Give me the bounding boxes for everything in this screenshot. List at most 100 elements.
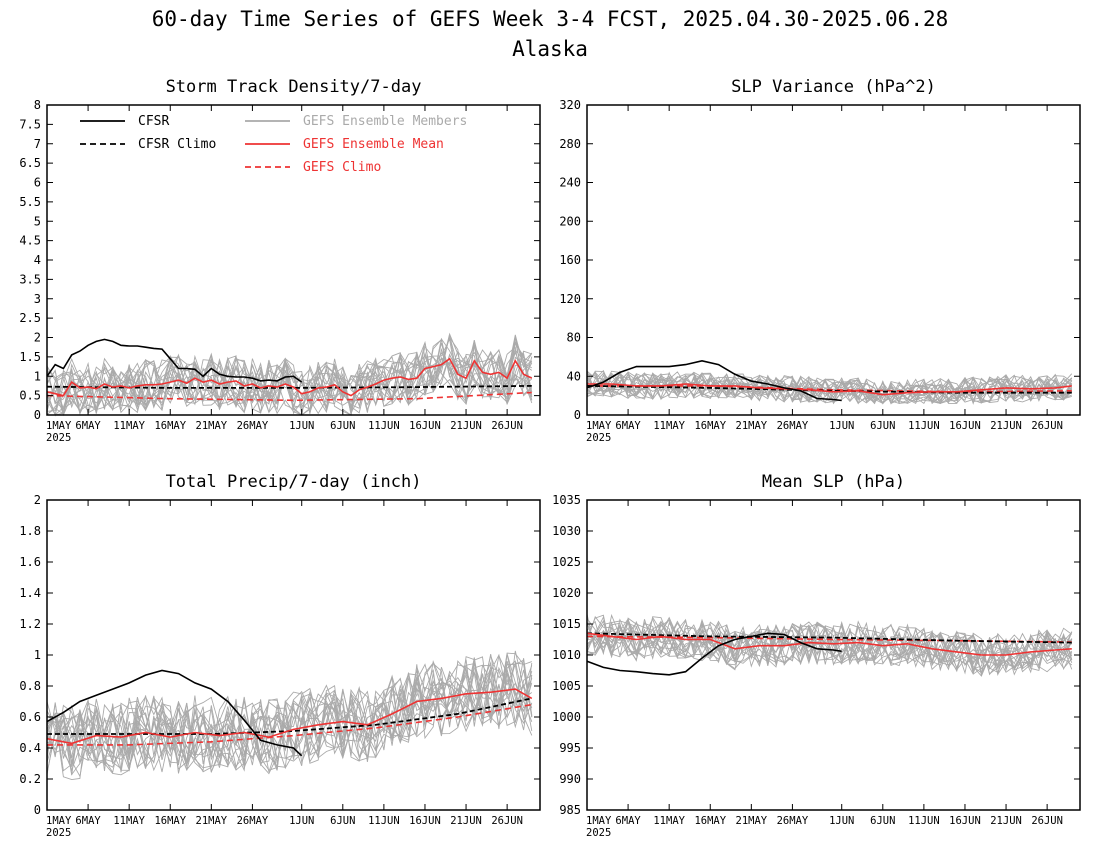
y-tick-label: 1.8 bbox=[19, 524, 41, 538]
x-tick-label: 6JUN bbox=[870, 420, 895, 432]
ensemble-member-line bbox=[586, 617, 1073, 676]
y-tick-label: 4.5 bbox=[19, 234, 41, 248]
y-tick-label: 1020 bbox=[552, 586, 581, 600]
y-tick-label: 240 bbox=[559, 176, 581, 190]
x-tick-label: 21MAY bbox=[736, 815, 768, 827]
panel-title: SLP Variance (hPa^2) bbox=[731, 77, 936, 97]
x-tick-label: 6JUN bbox=[870, 815, 895, 827]
gefs-ensemble-mean-line bbox=[46, 357, 533, 397]
ensemble-member-line bbox=[586, 372, 1073, 405]
x-tick-label: 11MAY bbox=[653, 815, 685, 827]
y-tick-label: 8 bbox=[34, 98, 41, 112]
panel-title: Storm Track Density/7-day bbox=[166, 77, 422, 97]
cfsr-climo-line bbox=[47, 697, 532, 735]
y-tick-label: 5.5 bbox=[19, 195, 41, 209]
gefs-ensemble-mean-line bbox=[46, 688, 533, 745]
ensemble-member-line bbox=[586, 372, 1073, 405]
y-tick-label: 995 bbox=[559, 741, 581, 755]
panel-title: Mean SLP (hPa) bbox=[762, 472, 905, 492]
y-tick-label: 1.5 bbox=[19, 350, 41, 364]
y-tick-label: 40 bbox=[567, 369, 581, 383]
y-tick-label: 80 bbox=[567, 331, 581, 345]
x-tick-label: 26MAY bbox=[777, 420, 809, 432]
cfsr-line bbox=[46, 669, 303, 757]
x-tick-label: 1JUN bbox=[289, 815, 314, 827]
ensemble-member-line bbox=[46, 660, 533, 770]
ensemble-member-line bbox=[46, 657, 533, 775]
x-tick-label: 21MAY bbox=[736, 420, 768, 432]
panel-4: Mean SLP (hPa) 985 990 995 1000 1005 1010 1015 1… bbox=[552, 472, 1081, 839]
ensemble-member-line bbox=[586, 616, 1073, 672]
y-tick-label: 2.5 bbox=[19, 311, 41, 325]
x-tick-label: 6MAY bbox=[615, 815, 641, 827]
x-tick-label: 11MAY bbox=[113, 420, 145, 432]
ensemble-member-line bbox=[586, 371, 1073, 405]
y-tick-label: 1025 bbox=[552, 555, 581, 569]
panels: Storm Track Density/7-day 0 0.5 1 1.5 2 2.5 3 3.… bbox=[19, 77, 1081, 839]
figure-subtitle: Alaska bbox=[512, 37, 588, 61]
x-tick-label: 26JUN bbox=[491, 815, 523, 827]
cfsr-line bbox=[586, 359, 842, 402]
ensemble-member-line bbox=[46, 659, 533, 769]
x-tick-label: 11MAY bbox=[113, 815, 145, 827]
ensemble-member-line bbox=[46, 654, 533, 773]
plot-frame bbox=[586, 104, 1081, 416]
x-year-label: 2025 bbox=[46, 827, 71, 839]
y-tick-label: 2 bbox=[34, 331, 41, 345]
y-tick-label: 1 bbox=[34, 369, 41, 383]
x-tick-label: 16MAY bbox=[154, 815, 186, 827]
gefs-ensemble-mean-line bbox=[587, 383, 1072, 396]
y-tick-label: 320 bbox=[559, 98, 581, 112]
x-tick-label: 6JUN bbox=[330, 420, 355, 432]
ensemble-member-line bbox=[586, 373, 1073, 404]
panel-title: Total Precip/7-day (inch) bbox=[166, 472, 422, 492]
cfsr-climo-line bbox=[586, 385, 1072, 394]
x-tick-label: 6JUN bbox=[330, 815, 355, 827]
x-tick-label: 26MAY bbox=[237, 815, 269, 827]
x-year-label: 2025 bbox=[586, 432, 611, 444]
x-tick-label: 16MAY bbox=[694, 420, 726, 432]
cfsr-line bbox=[586, 632, 842, 676]
ensemble-member-line bbox=[586, 622, 1073, 673]
x-tick-label: 21MAY bbox=[196, 815, 228, 827]
x-tick-label: 21JUN bbox=[990, 815, 1022, 827]
x-tick-label: 11JUN bbox=[908, 815, 940, 827]
y-tick-label: 1015 bbox=[552, 617, 581, 631]
x-tick-label: 6MAY bbox=[615, 420, 641, 432]
y-tick-label: 4 bbox=[34, 253, 41, 267]
ensemble-member-line bbox=[46, 338, 533, 415]
x-year-label: 2025 bbox=[586, 827, 611, 839]
y-tick-label: 6.5 bbox=[19, 156, 41, 170]
y-tick-label: 1 bbox=[34, 648, 41, 662]
ensemble-member-line bbox=[586, 620, 1073, 675]
x-tick-label: 21JUN bbox=[990, 420, 1022, 432]
x-tick-label: 21MAY bbox=[196, 420, 228, 432]
legend-ensemble-mean-label: GEFS Ensemble Mean bbox=[303, 137, 444, 152]
y-tick-label: 1.4 bbox=[19, 586, 41, 600]
x-tick-label: 1JUN bbox=[829, 420, 854, 432]
panel-1: Storm Track Density/7-day 0 0.5 1 1.5 2 2.5 3 3.… bbox=[19, 77, 541, 444]
y-tick-label: 1035 bbox=[552, 493, 581, 507]
x-tick-label: 1MAY bbox=[586, 420, 612, 432]
x-tick-label: 1MAY bbox=[46, 815, 72, 827]
y-tick-label: 280 bbox=[559, 137, 581, 151]
x-tick-label: 1MAY bbox=[46, 420, 72, 432]
x-tick-label: 16JUN bbox=[949, 815, 981, 827]
x-tick-label: 26MAY bbox=[777, 815, 809, 827]
ensemble-member-line bbox=[46, 340, 532, 416]
x-tick-label: 16MAY bbox=[154, 420, 186, 432]
cfsr-line bbox=[46, 338, 303, 383]
y-tick-label: 0.8 bbox=[19, 679, 41, 693]
y-tick-label: 0 bbox=[574, 408, 581, 422]
y-tick-label: 160 bbox=[559, 253, 581, 267]
y-tick-label: 6 bbox=[34, 176, 41, 190]
x-tick-label: 1MAY bbox=[586, 815, 612, 827]
x-tick-label: 16MAY bbox=[694, 815, 726, 827]
y-tick-label: 5 bbox=[34, 214, 41, 228]
ensemble-member-line bbox=[46, 653, 533, 774]
legend-gefs-climo-label: GEFS Climo bbox=[303, 160, 381, 175]
x-tick-label: 26JUN bbox=[491, 420, 523, 432]
x-tick-label: 11JUN bbox=[368, 815, 400, 827]
ensemble-member-line bbox=[46, 334, 533, 415]
ensemble-member-line bbox=[586, 613, 1073, 669]
